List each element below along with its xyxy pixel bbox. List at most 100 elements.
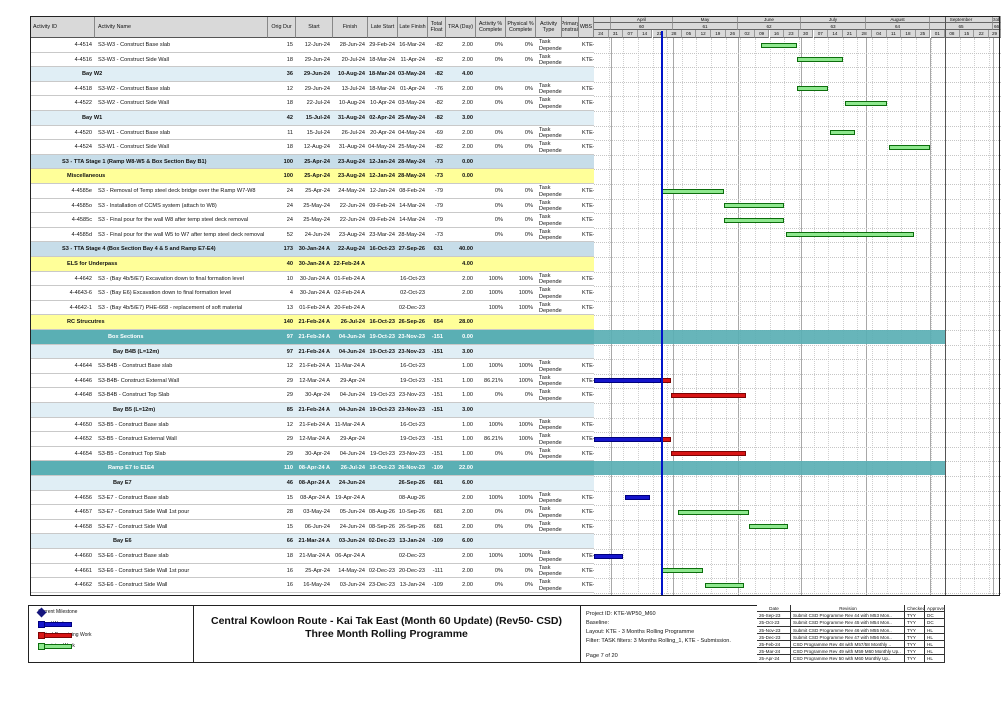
cell-fi: 24-May-24	[338, 188, 365, 194]
cell-ty: Task Dependent	[539, 447, 562, 461]
cell-fi: 03-Jun-24	[339, 582, 365, 589]
row-gridline	[594, 388, 1001, 390]
cell-fi: 01-Feb-24 A	[334, 275, 365, 282]
cell-ls: 23-Dec-23	[368, 582, 395, 589]
cell-wb: KTE-W	[582, 202, 594, 209]
revision-cell: TYY	[905, 655, 925, 663]
cell-fi: 11-Mar-24 A	[334, 363, 365, 370]
table-row	[31, 184, 594, 199]
cell-tr: 2.00	[462, 85, 473, 92]
column-header-ls: Late Start	[368, 16, 398, 38]
revision-cell: 26-Sep-23	[757, 612, 791, 620]
legend-label: Current Milestone	[38, 609, 78, 615]
table-row	[31, 96, 594, 111]
table-row	[31, 388, 594, 403]
cell-id: 4-4516	[74, 56, 92, 63]
month-gridline	[993, 38, 994, 596]
cell-tr: 2.00	[462, 129, 473, 136]
cell-lf: 14-Mar-24	[399, 217, 425, 224]
row-gridline	[594, 169, 1001, 171]
gantt-bar-remaining	[748, 524, 789, 530]
row-gridline	[594, 344, 1001, 346]
cell-fi: 04-Jun-24	[338, 334, 365, 340]
row-title: Bay W1	[82, 115, 103, 121]
cell-ap: 0%	[494, 100, 503, 107]
timeline-month: August	[866, 16, 930, 23]
revision-cell: CSD Programme Rev 48 with M57/58 Monthly…	[791, 641, 905, 649]
cell-ty: Task Dependent	[539, 97, 562, 110]
cell-fl: -151	[431, 348, 443, 355]
cell-wb: KTE-W	[582, 188, 594, 194]
row-gridline	[594, 315, 1001, 317]
cell-fi: 22-Aug-24	[337, 246, 365, 253]
cell-ap: 0%	[494, 85, 503, 92]
week-gridline	[813, 38, 815, 596]
cell-du: 12	[286, 421, 293, 428]
cell-fi: 26-Jul-24	[340, 319, 365, 326]
month-gridline	[738, 38, 739, 596]
cell-st: 30-Jan-24 A	[298, 261, 330, 267]
summary-row	[31, 111, 594, 126]
table-row	[31, 417, 594, 433]
cell-tr: 1.00	[462, 421, 473, 428]
cell-ap: 100%	[488, 275, 503, 282]
cell-tr: 3.00	[462, 407, 473, 413]
cell-tr: 40.00	[459, 246, 473, 253]
cell-nm: S3-E7 - Construct Side Wall	[98, 523, 168, 530]
table-row	[31, 490, 594, 506]
cell-du: 16	[286, 567, 293, 574]
cell-ls: 18-Mar-24	[368, 71, 395, 78]
cell-ap: 0%	[494, 450, 503, 457]
revision-cell: TYY	[905, 612, 925, 620]
cell-st: 12-Aug-24	[303, 144, 330, 151]
cell-nm: S3-B5 - Construct Top Slab	[98, 450, 166, 457]
cell-lf: 25-May-24	[398, 115, 426, 121]
row-gridline	[594, 67, 1001, 69]
cell-ap: 0%	[494, 523, 503, 530]
cell-tr: 2.00	[462, 523, 473, 530]
cell-st: 29-Jun-24	[303, 71, 330, 78]
cell-lf: 27-Sep-26	[398, 246, 425, 253]
row-gridline	[594, 111, 1001, 112]
timeline-week: 21	[842, 30, 858, 38]
cell-ap: 0%	[494, 392, 503, 399]
cell-du: 24	[286, 188, 293, 194]
cell-nm: S3-E6 - Construct Side Wall 1st pour	[98, 567, 190, 574]
timeline-month	[594, 16, 611, 23]
section-row	[31, 257, 594, 272]
cell-id: 4-4646	[74, 377, 92, 384]
week-gridline	[842, 38, 844, 596]
cell-wb: KTE-W	[582, 304, 594, 311]
gantt-bar-remaining	[723, 203, 785, 209]
footer-divider	[193, 605, 194, 663]
revision-cell: Submit CSD Programme Rev 47 with M56 Mon…	[791, 633, 905, 641]
gantt-bar-critical	[671, 451, 747, 457]
column-header-wb: WBS	[579, 16, 594, 38]
row-gridline	[594, 184, 1001, 185]
cell-tr: 22.00	[459, 465, 473, 472]
week-gridline	[754, 38, 756, 596]
revision-cell: HL	[925, 641, 945, 649]
row-gridline	[594, 52, 1001, 54]
cell-wb: KTE-W	[582, 494, 594, 501]
gantt-bar-remaining	[704, 582, 745, 588]
cell-lf: 23-Nov-23	[398, 334, 425, 340]
cell-du: 29	[286, 436, 293, 443]
cell-nm: S3-E6 - Construct Base slab	[98, 553, 169, 559]
cell-st: 12-Mar-24 A	[299, 436, 330, 443]
cell-du: 52	[286, 231, 293, 238]
timeline-week: 16	[769, 30, 785, 38]
week-gridline	[959, 38, 961, 596]
cell-lf: 14-Mar-24	[399, 202, 425, 209]
cell-ap: 100%	[488, 421, 503, 428]
cell-ty: Task Dependent	[539, 550, 562, 563]
cell-nm: S3-W3 - Construct Side Wall	[98, 56, 169, 63]
cell-ls: 02-Dec-23	[368, 538, 395, 545]
row-gridline	[594, 198, 1001, 200]
cell-pp: 0%	[524, 129, 533, 136]
cell-lf: 01-Apr-24	[400, 85, 425, 92]
gantt-bar-remaining	[888, 144, 931, 150]
row-gridline	[594, 242, 1001, 244]
row-gridline	[594, 446, 1001, 448]
cell-ty: Task Dependent	[539, 287, 562, 300]
